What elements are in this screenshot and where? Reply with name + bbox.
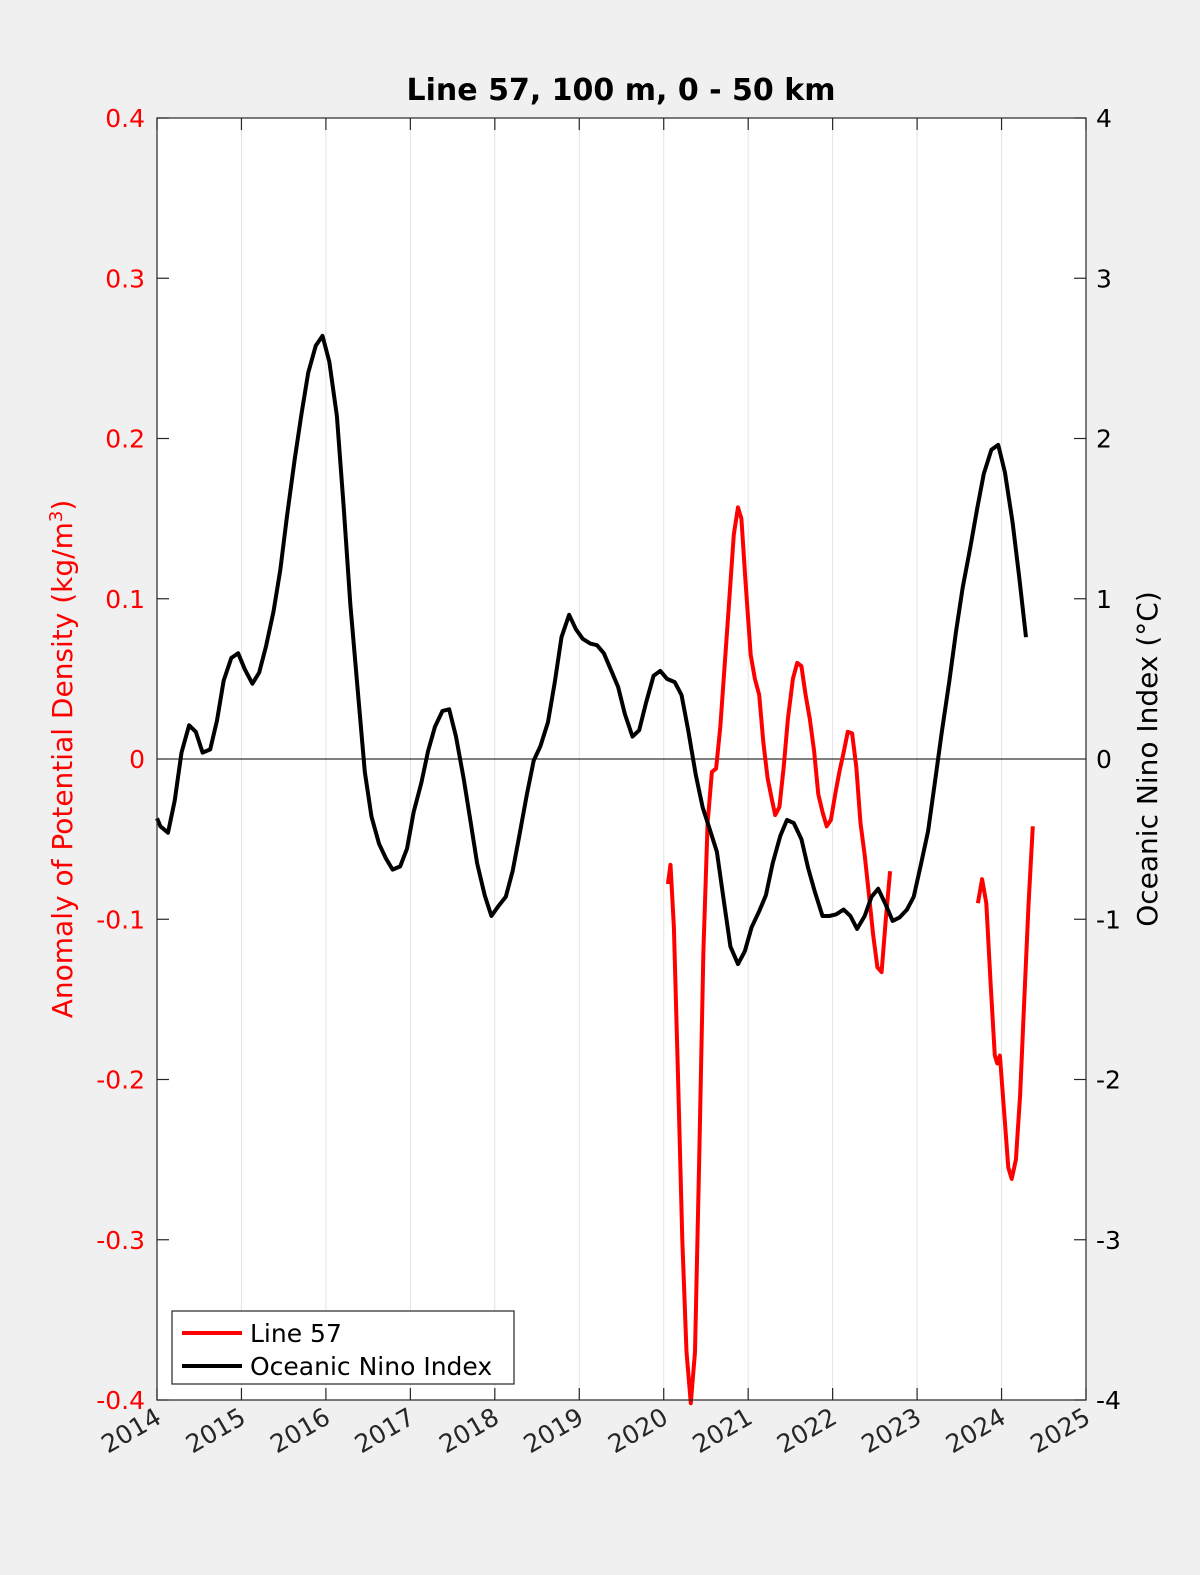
legend-label-oni: Oceanic Nino Index (250, 1352, 492, 1381)
tick-label-x: 2017 (350, 1402, 420, 1459)
tick-label-x: 2022 (772, 1402, 842, 1459)
tick-label-left: 0.4 (105, 104, 145, 133)
tick-label-left: -0.3 (96, 1226, 145, 1255)
tick-label-left: 0.1 (105, 585, 145, 614)
tick-label-x: 2020 (603, 1402, 673, 1459)
chart-title: Line 57, 100 m, 0 - 50 km (407, 73, 836, 108)
tick-label-x: 2021 (688, 1402, 758, 1459)
y-axis-left-label-main: Anomaly of Potential Density (kg/m (46, 522, 79, 1018)
y-axis-left-label-sup: 3 (46, 511, 67, 522)
tick-label-x: 2018 (434, 1402, 504, 1459)
series-line-line-57-seg-1 (975, 826, 1035, 1181)
tick-label-left: -0.1 (96, 905, 145, 934)
tick-label-right: 3 (1096, 264, 1112, 293)
series-line-line-57-seg-0 (665, 505, 893, 1406)
tick-label-right: 1 (1096, 585, 1112, 614)
tick-label-x: 2015 (181, 1402, 251, 1459)
tick-label-x: 2016 (265, 1402, 335, 1459)
tick-label-right: -2 (1096, 1066, 1121, 1095)
y-axis-left-label: Anomaly of Potential Density (kg/m3) (46, 500, 80, 1019)
tick-label-x: 2025 (1025, 1402, 1095, 1459)
tick-label-left: -0.2 (96, 1066, 145, 1095)
tick-label-left: 0.2 (105, 425, 145, 454)
series-line-oni-seg-0 (155, 333, 1028, 967)
legend: Line 57 Oceanic Nino Index (171, 1310, 515, 1385)
tick-label-right: -3 (1096, 1226, 1121, 1255)
y-axis-left-label-end: ) (46, 500, 79, 511)
tick-label-right: 0 (1096, 745, 1112, 774)
tick-label-left: 0 (129, 745, 145, 774)
legend-box (171, 1310, 515, 1385)
tick-label-x: 2023 (856, 1402, 926, 1459)
tick-label-right: -1 (1096, 905, 1121, 934)
tick-label-left: 0.3 (105, 264, 145, 293)
series-layer (155, 333, 1035, 1406)
tick-label-right: -4 (1096, 1386, 1121, 1415)
tick-label-left: -0.4 (96, 1386, 145, 1415)
legend-label-line-57: Line 57 (250, 1319, 342, 1348)
tick-label-right: 4 (1096, 104, 1112, 133)
y-axis-right-label: Oceanic Nino Index (°C) (1131, 591, 1164, 927)
tick-label-x: 2024 (941, 1402, 1011, 1459)
tick-label-right: 2 (1096, 425, 1112, 454)
tick-label-x: 2019 (519, 1402, 589, 1459)
